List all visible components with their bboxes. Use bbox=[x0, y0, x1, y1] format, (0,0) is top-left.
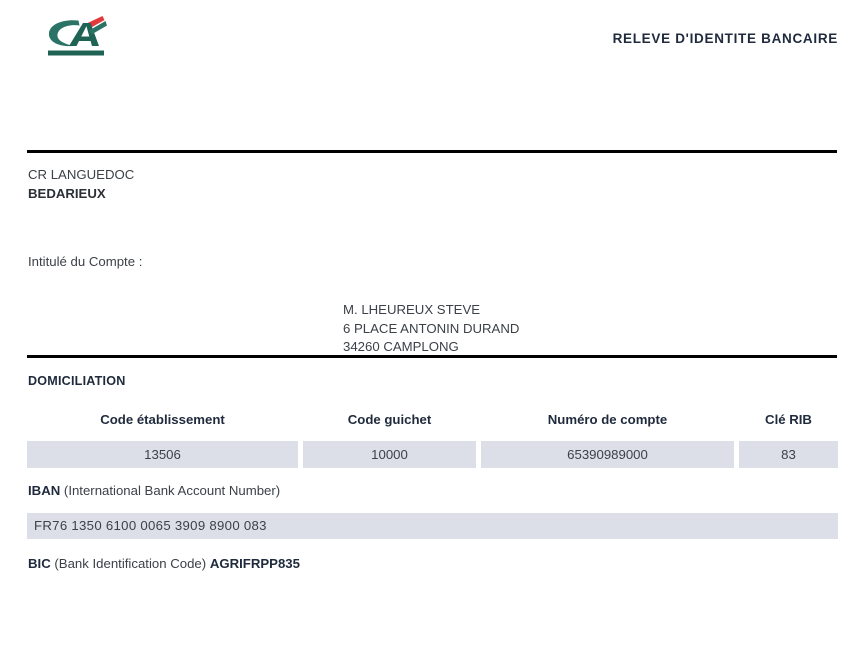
bic-abbreviation: BIC bbox=[28, 556, 51, 571]
column-header-code-guichet: Code guichet bbox=[347, 412, 432, 427]
branch-info: CR LANGUEDOC BEDARIEUX bbox=[28, 165, 134, 203]
bank-code-table-row: 13506 10000 65390989000 83 bbox=[27, 441, 838, 468]
bank-code-table-header: Code établissement Code guichet Numéro d… bbox=[27, 412, 838, 430]
account-title-label: Intitulé du Compte : bbox=[28, 254, 143, 269]
bic-expansion: (Bank Identification Code) bbox=[54, 556, 207, 571]
value-code-etablissement: 13506 bbox=[27, 441, 298, 468]
agency-name: BEDARIEUX bbox=[28, 186, 106, 201]
page-title: RELEVE D'IDENTITE BANCAIRE bbox=[612, 31, 838, 46]
holder-name: M. LHEUREUX STEVE bbox=[343, 302, 481, 317]
holder-street: 6 PLACE ANTONIN DURAND bbox=[343, 320, 520, 336]
holder-city: 34260 CAMPLONG bbox=[343, 339, 459, 354]
bic-line: BIC (Bank Identification Code) AGRIFRPP8… bbox=[28, 556, 300, 571]
account-holder-address: M. LHEUREUX STEVE 6 PLACE ANTONIN DURAND… bbox=[343, 301, 519, 357]
bic-value: AGRIFRPP835 bbox=[209, 556, 300, 571]
divider-middle bbox=[27, 355, 837, 358]
value-numero-de-compte: 65390989000 bbox=[481, 441, 734, 468]
iban-abbreviation: IBAN bbox=[28, 483, 61, 498]
iban-label: IBAN (International Bank Account Number) bbox=[28, 483, 280, 498]
regional-bank-name: CR LANGUEDOC bbox=[28, 167, 135, 182]
column-header-numero-de-compte: Numéro de compte bbox=[547, 412, 668, 427]
domiciliation-heading: DOMICILIATION bbox=[28, 374, 126, 388]
document-header: RELEVE D'IDENTITE BANCAIRE bbox=[0, 0, 860, 145]
credit-agricole-logo bbox=[45, 14, 117, 60]
iban-expansion: (International Bank Account Number) bbox=[63, 483, 281, 498]
iban-value: FR76 1350 6100 0065 3909 8900 083 bbox=[34, 518, 267, 533]
value-code-guichet: 10000 bbox=[303, 441, 476, 468]
value-cle-rib: 83 bbox=[739, 441, 838, 468]
iban-value-bar: FR76 1350 6100 0065 3909 8900 083 bbox=[27, 513, 838, 539]
divider-top bbox=[27, 150, 837, 153]
column-header-code-etablissement: Code établissement bbox=[100, 412, 225, 427]
column-header-cle-rib: Clé RIB bbox=[765, 412, 812, 427]
